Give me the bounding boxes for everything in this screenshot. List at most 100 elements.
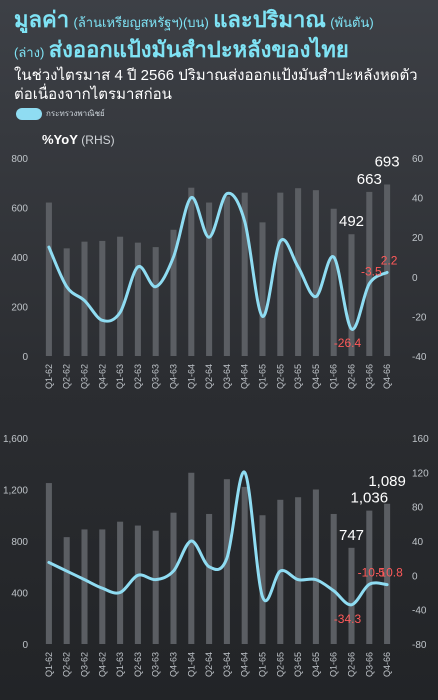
yoy-value-label: -34.3 (334, 612, 362, 626)
chart-title: มูลค่า (ล้านเหรียญสหรัฐฯ)(บน) และปริมาณ … (14, 6, 429, 66)
yoy-value-label: 2.2 (381, 253, 398, 267)
yoy-value-label: -10.8 (375, 566, 403, 580)
y-tick-label: 1,200 (3, 486, 28, 497)
y-tick-label: 600 (11, 204, 28, 215)
bar (81, 529, 88, 644)
category-label: Q1-64 (186, 364, 196, 389)
bar (241, 192, 248, 356)
category-label: Q4-64 (240, 652, 250, 677)
category-label: Q1-66 (329, 652, 339, 677)
line-swatch-icon (16, 107, 42, 120)
y-tick-label: 0 (22, 640, 28, 651)
y-tick-label: 800 (11, 537, 28, 548)
category-label: Q4-64 (240, 364, 250, 389)
y2-tick-label: 80 (412, 503, 424, 514)
bar (259, 222, 266, 356)
bar (223, 196, 230, 356)
title-lower-note: (ล่าง) (14, 45, 45, 60)
category-label: Q1-66 (329, 364, 339, 389)
y-tick-label: 1,600 (3, 434, 28, 445)
bar (152, 530, 159, 644)
bar (188, 187, 195, 356)
category-label: Q3-65 (293, 364, 303, 389)
bar (134, 242, 141, 356)
category-label: Q2-64 (204, 652, 214, 677)
category-label: Q4-65 (311, 364, 321, 389)
y2-tick-label: 0 (412, 273, 418, 284)
category-label: Q2-65 (275, 364, 285, 389)
y-tick-label: 400 (11, 253, 28, 264)
title-subject: ส่งออกแป้งมันสำปะหลังของไทย (48, 37, 349, 62)
bar-value-label: 693 (375, 153, 400, 170)
category-label: Q3-62 (80, 364, 90, 389)
bar (63, 248, 70, 356)
category-label: Q3-65 (293, 652, 303, 677)
yoy-line (47, 191, 389, 331)
bar (366, 191, 373, 356)
category-label: Q3-66 (364, 652, 374, 677)
yoy-value-label: -3.5 (361, 265, 382, 279)
bar (312, 190, 319, 356)
bar-value-label: 1,089 (368, 473, 406, 490)
category-label: Q1-65 (258, 652, 268, 677)
category-label: Q3-63 (151, 364, 161, 389)
title-unit-value: (ล้านเหรียญสหรัฐฯ)(บน) (73, 15, 209, 30)
bar-value-label: 663 (357, 171, 382, 188)
y2-tick-label: -40 (412, 352, 427, 363)
bar (206, 202, 213, 356)
category-label: Q4-66 (382, 364, 392, 389)
title-part-value: มูลค่า (14, 7, 70, 32)
category-label: Q1-63 (115, 364, 125, 389)
title-part-volume: และปริมาณ (213, 7, 326, 32)
category-label: Q2-62 (62, 364, 72, 389)
bar-value-label: 492 (339, 213, 364, 230)
category-label: Q4-63 (169, 652, 179, 677)
y2-tick-label: -40 (412, 606, 427, 617)
category-label: Q4-63 (169, 364, 179, 389)
y-tick-label: 400 (11, 589, 28, 600)
category-label: Q4-66 (382, 652, 392, 677)
category-label: Q2-66 (347, 652, 357, 677)
yoy-value-label: -10.5 (358, 565, 386, 579)
category-label: Q2-62 (62, 652, 72, 677)
bar (206, 513, 213, 644)
category-label: Q1-63 (115, 652, 125, 677)
bar (384, 184, 391, 356)
y2-tick-label: 40 (412, 537, 424, 548)
y2-tick-label: -80 (412, 640, 427, 651)
bar (330, 208, 337, 356)
bar (241, 486, 248, 644)
category-label: Q3-63 (151, 652, 161, 677)
bar (99, 240, 106, 356)
y2-tick-label: 160 (412, 434, 429, 445)
bar (45, 202, 52, 356)
category-label: Q2-65 (275, 652, 285, 677)
bar (348, 234, 355, 356)
y2-tick-label: 0 (412, 571, 418, 582)
bar (117, 236, 124, 356)
bar-value-label: 1,036 (351, 490, 389, 507)
legend-yoy: %YoY (RHS) (42, 132, 115, 147)
bar (170, 229, 177, 356)
y2-tick-label: -20 (412, 312, 427, 323)
bar (348, 547, 355, 644)
rhs-label: (RHS) (81, 133, 115, 147)
bar-value-label: 747 (339, 527, 364, 544)
y2-tick-label: 20 (412, 233, 424, 244)
bar (384, 503, 391, 644)
bar (295, 497, 302, 644)
category-label: Q1-64 (186, 652, 196, 677)
category-label: Q3-64 (222, 652, 232, 677)
category-label: Q4-62 (97, 364, 107, 389)
source-label: กระทรวงพาณิชย์ (46, 109, 105, 118)
category-label: Q2-64 (204, 364, 214, 389)
category-label: Q3-64 (222, 364, 232, 389)
bar (188, 472, 195, 644)
category-label: Q3-62 (80, 652, 90, 677)
title-unit-volume: (พันตัน) (330, 15, 374, 30)
category-label: Q2-66 (347, 364, 357, 389)
bar (295, 188, 302, 356)
category-label: Q2-63 (133, 364, 143, 389)
category-label: Q1-62 (44, 364, 54, 389)
